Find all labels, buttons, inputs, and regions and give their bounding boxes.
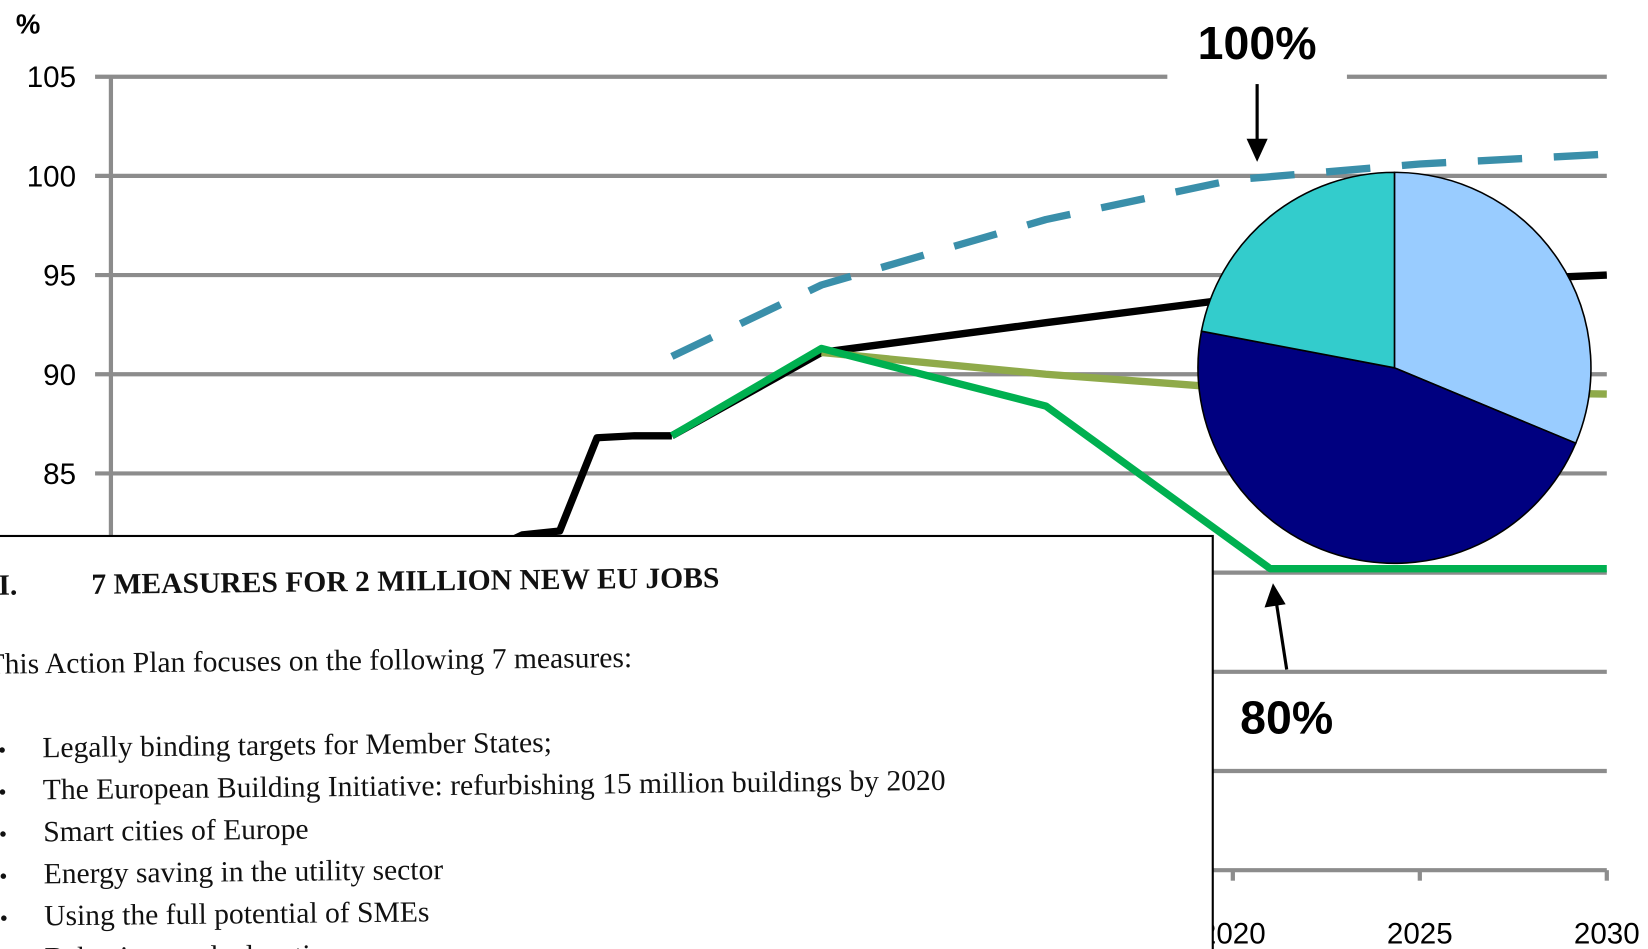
y-tick-label: 95 [43, 260, 76, 293]
y-tick-label: 90 [43, 359, 76, 392]
heading-number: I. [0, 570, 17, 602]
intro: This Action Plan focuses on the followin… [0, 642, 632, 681]
list-item: Behaviour and education [44, 939, 340, 949]
x-tick-label: 2025 [1387, 918, 1453, 949]
document: I. 7 MEASURES FOR 2 MILLION NEW EU JOBS … [0, 534, 1214, 949]
arrowhead [1264, 583, 1286, 608]
annotations: 100% 80% [1167, 17, 1347, 744]
pie-slice [1393, 171, 1592, 445]
bullet: • [0, 822, 7, 848]
list-item: Smart cities of Europe [43, 814, 309, 849]
bullet: • [0, 780, 7, 806]
y-tick-label: 105 [27, 61, 76, 94]
list-item: Energy saving in the utility sector [44, 854, 444, 890]
heading: 7 MEASURES FOR 2 MILLION NEW EU JOBS [91, 562, 719, 600]
pie-slice [1200, 171, 1396, 369]
y-tick-label: 100 [27, 160, 76, 193]
arrowhead [1246, 138, 1268, 162]
list-item: Legally binding targets for Member State… [42, 727, 552, 764]
x-tick-label: 2030 [1574, 918, 1640, 949]
bullet: • [0, 738, 6, 764]
document-page [0, 534, 1214, 949]
pie-chart [1197, 171, 1592, 565]
bullet: • [0, 906, 8, 932]
y-tick-label: 85 [43, 458, 76, 491]
pie-slice [1197, 330, 1577, 565]
annotation: 80% [1240, 692, 1333, 744]
arrow [1274, 600, 1289, 670]
list-item: Using the full potential of SMEs [44, 896, 430, 932]
series-line [670, 150, 1607, 360]
series-line [670, 344, 1607, 573]
bullet: • [0, 948, 8, 949]
bullet: • [0, 864, 8, 890]
y-axis-label: % [16, 9, 40, 40]
annotation: 100% [1198, 17, 1317, 69]
